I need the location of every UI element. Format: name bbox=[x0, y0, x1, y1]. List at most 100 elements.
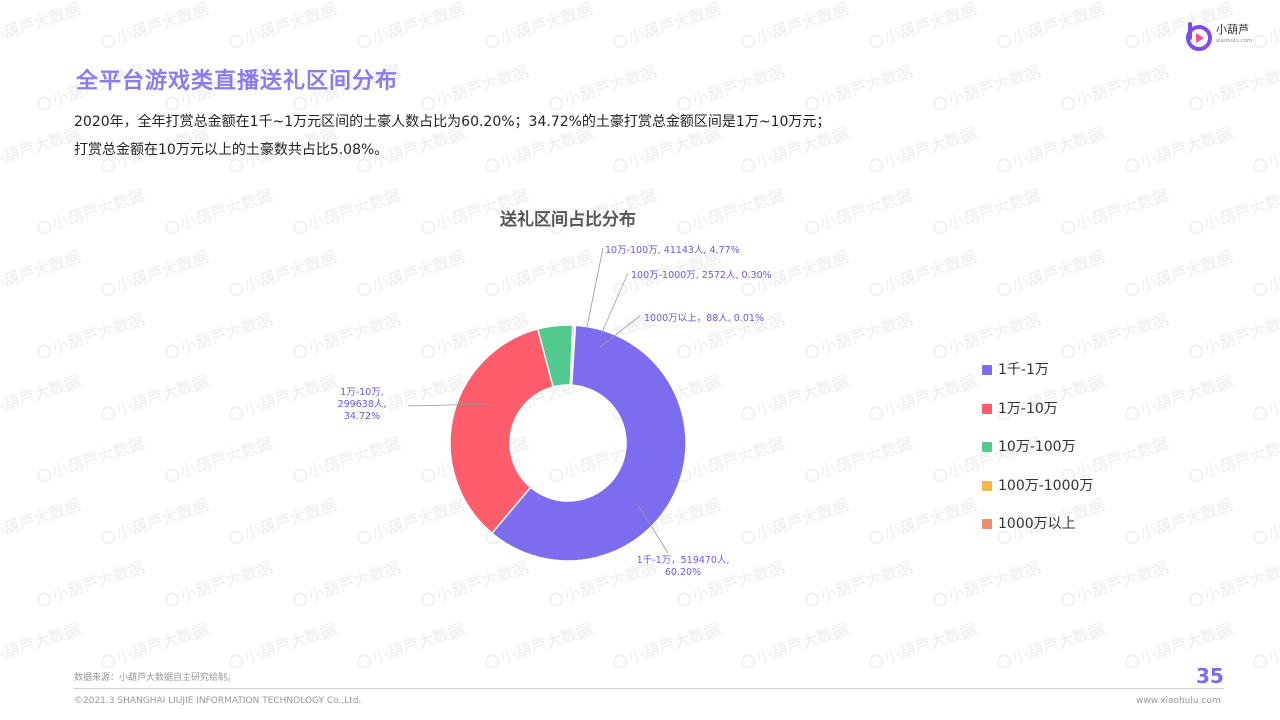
svg-text:小葫芦大数据: 小葫芦大数据 bbox=[1266, 495, 1280, 543]
svg-text:小葫芦大数据: 小葫芦大数据 bbox=[114, 371, 211, 419]
svg-text:小葫芦大数据: 小葫芦大数据 bbox=[1010, 619, 1107, 667]
watermark-mark: 小葫芦大数据 bbox=[933, 185, 1043, 235]
svg-text:小葫芦大数据: 小葫芦大数据 bbox=[946, 309, 1043, 357]
watermark-mark: 小葫芦大数据 bbox=[1189, 61, 1280, 111]
donut-chart: 送礼区间占比分布 1千-1万，519470人,60.20% 1万-10万,29963… bbox=[338, 209, 772, 578]
watermark-mark: 小葫芦大数据 bbox=[37, 185, 147, 235]
legend-item[interactable]: 1万-10万 bbox=[982, 399, 1093, 438]
svg-text:小葫芦大数据: 小葫芦大数据 bbox=[1010, 247, 1107, 295]
svg-text:小葫芦大数据: 小葫芦大数据 bbox=[178, 433, 275, 481]
svg-text:小葫芦大数据: 小葫芦大数据 bbox=[1010, 0, 1107, 47]
svg-text:小葫芦大数据: 小葫芦大数据 bbox=[1266, 247, 1280, 295]
watermark-mark: 小葫芦大数据 bbox=[101, 371, 211, 421]
footer-divider bbox=[74, 688, 1224, 689]
svg-text:小葫芦大数据: 小葫芦大数据 bbox=[1074, 185, 1171, 233]
watermark-mark: 小葫芦大数据 bbox=[37, 309, 147, 359]
svg-text:小葫芦大数据: 小葫芦大数据 bbox=[50, 433, 147, 481]
watermark-mark: 小葫芦大数据 bbox=[165, 557, 275, 607]
watermark-mark: 小葫芦大数据 bbox=[485, 0, 595, 49]
watermark-mark: 小葫芦大数据 bbox=[677, 61, 787, 111]
watermark-mark: 小葫芦大数据 bbox=[37, 433, 147, 483]
watermark-mark: 小葫芦大数据 bbox=[0, 495, 83, 543]
legend-label: 100万-1000万 bbox=[998, 477, 1094, 494]
watermark-mark: 小葫芦大数据 bbox=[613, 619, 723, 669]
svg-text:小葫芦大数据: 小葫芦大数据 bbox=[0, 371, 83, 419]
label-leader-line bbox=[637, 504, 669, 554]
legend-swatch bbox=[982, 403, 992, 414]
svg-text:小葫芦大数据: 小葫芦大数据 bbox=[1202, 309, 1280, 357]
copyright-text: ©2021.3 SHANGHAI LIUJIE INFORMATION TECH… bbox=[74, 696, 362, 706]
watermark-mark: 小葫芦大数据 bbox=[485, 619, 595, 669]
svg-text:小葫芦大数据: 小葫芦大数据 bbox=[1202, 185, 1280, 233]
legend-item[interactable]: 100万-1000万 bbox=[982, 476, 1093, 515]
watermark-mark: 小葫芦大数据 bbox=[1253, 247, 1280, 297]
watermark-mark: 小葫芦大数据 bbox=[1061, 309, 1171, 359]
svg-text:小葫芦大数据: 小葫芦大数据 bbox=[370, 0, 467, 47]
watermark-mark: 小葫芦大数据 bbox=[869, 619, 979, 669]
watermark-mark: 小葫芦大数据 bbox=[997, 247, 1107, 297]
legend-item[interactable]: 1000万以上 bbox=[982, 514, 1093, 553]
svg-text:小葫芦大数据: 小葫芦大数据 bbox=[1138, 247, 1235, 295]
watermark-mark: 小葫芦大数据 bbox=[229, 0, 339, 49]
legend-swatch bbox=[982, 480, 992, 491]
watermark-mark: 小葫芦大数据 bbox=[1125, 495, 1235, 545]
watermark-mark: 小葫芦大数据 bbox=[997, 0, 1107, 49]
watermark-mark: 小葫芦大数据 bbox=[0, 0, 83, 47]
watermark-mark: 小葫芦大数据 bbox=[1253, 495, 1280, 545]
legend-item[interactable]: 10万-100万 bbox=[982, 437, 1093, 476]
svg-text:小葫芦大数据: 小葫芦大数据 bbox=[1202, 433, 1280, 481]
gourd-logo-icon bbox=[1186, 22, 1212, 51]
watermark-mark: 小葫芦大数据 bbox=[0, 371, 83, 419]
watermark-mark: 小葫芦大数据 bbox=[229, 619, 339, 669]
watermark-mark: 小葫芦大数据 bbox=[165, 433, 275, 483]
watermark-mark: 小葫芦大数据 bbox=[0, 247, 83, 295]
svg-text:小葫芦大数据: 小葫芦大数据 bbox=[114, 247, 211, 295]
svg-text:小葫芦大数据: 小葫芦大数据 bbox=[50, 309, 147, 357]
svg-text:小葫芦大数据: 小葫芦大数据 bbox=[882, 619, 979, 667]
svg-text:小葫芦大数据: 小葫芦大数据 bbox=[946, 557, 1043, 605]
svg-text:小葫芦大数据: 小葫芦大数据 bbox=[1138, 619, 1235, 667]
svg-text:小葫芦大数据: 小葫芦大数据 bbox=[114, 495, 211, 543]
site-url: www.xiaohulu.com bbox=[1136, 696, 1221, 706]
svg-text:小葫芦大数据: 小葫芦大数据 bbox=[50, 557, 147, 605]
summary-line: 2020年，全年打赏总金额在1千~1万元区间的土豪人数占比为60.20%；34.… bbox=[74, 114, 831, 130]
brand-domain: xiaohulu.com bbox=[1216, 38, 1253, 44]
svg-text:小葫芦大数据: 小葫芦大数据 bbox=[946, 61, 1043, 109]
legend-item[interactable]: 1千-1万 bbox=[982, 360, 1093, 399]
svg-text:小葫芦大数据: 小葫芦大数据 bbox=[50, 185, 147, 233]
svg-text:小葫芦大数据: 小葫芦大数据 bbox=[882, 0, 979, 47]
svg-text:小葫芦大数据: 小葫芦大数据 bbox=[1138, 495, 1235, 543]
svg-text:小葫芦大数据: 小葫芦大数据 bbox=[0, 123, 83, 171]
svg-text:小葫芦大数据: 小葫芦大数据 bbox=[114, 619, 211, 667]
svg-text:小葫芦大数据: 小葫芦大数据 bbox=[0, 247, 83, 295]
watermark-mark: 小葫芦大数据 bbox=[1253, 619, 1280, 669]
watermark-mark: 小葫芦大数据 bbox=[997, 619, 1107, 669]
donut-slice[interactable] bbox=[449, 328, 555, 535]
donut-slice[interactable] bbox=[570, 324, 577, 386]
page-number: 35 bbox=[1196, 664, 1224, 688]
legend-label: 1千-1万 bbox=[998, 362, 1049, 378]
summary-text: 2020年，全年打赏总金额在1千~1万元区间的土豪人数占比为60.20%；34.… bbox=[74, 108, 1204, 164]
donut-slice[interactable] bbox=[490, 324, 687, 562]
watermark-mark: 小葫芦大数据 bbox=[1125, 247, 1235, 297]
svg-text:小葫芦大数据: 小葫芦大数据 bbox=[242, 0, 339, 47]
svg-text:小葫芦大数据: 小葫芦大数据 bbox=[178, 557, 275, 605]
svg-text:小葫芦大数据: 小葫芦大数据 bbox=[178, 185, 275, 233]
svg-text:小葫芦大数据: 小葫芦大数据 bbox=[1266, 371, 1280, 419]
legend-swatch bbox=[982, 365, 992, 375]
svg-text:小葫芦大数据: 小葫芦大数据 bbox=[1266, 123, 1280, 171]
svg-text:小葫芦大数据: 小葫芦大数据 bbox=[754, 0, 851, 47]
watermark-mark: 小葫芦大数据 bbox=[549, 61, 659, 111]
watermark-mark: 小葫芦大数据 bbox=[1189, 185, 1280, 235]
watermark-mark: 小葫芦大数据 bbox=[1125, 371, 1235, 421]
label-leader-line bbox=[599, 315, 641, 348]
watermark-mark: 小葫芦大数据 bbox=[933, 61, 1043, 111]
watermark-mark: 小葫芦大数据 bbox=[869, 0, 979, 49]
slice-data-label: 10万-100万, 41143人, 4.77% bbox=[605, 245, 740, 256]
svg-text:小葫芦大数据: 小葫芦大数据 bbox=[370, 619, 467, 667]
watermark-mark: 小葫芦大数据 bbox=[1189, 433, 1280, 483]
watermark-mark: 小葫芦大数据 bbox=[1061, 557, 1171, 607]
legend-swatch bbox=[982, 442, 992, 452]
label-leader-line bbox=[599, 272, 629, 338]
watermark-mark: 小葫芦大数据 bbox=[101, 247, 211, 297]
